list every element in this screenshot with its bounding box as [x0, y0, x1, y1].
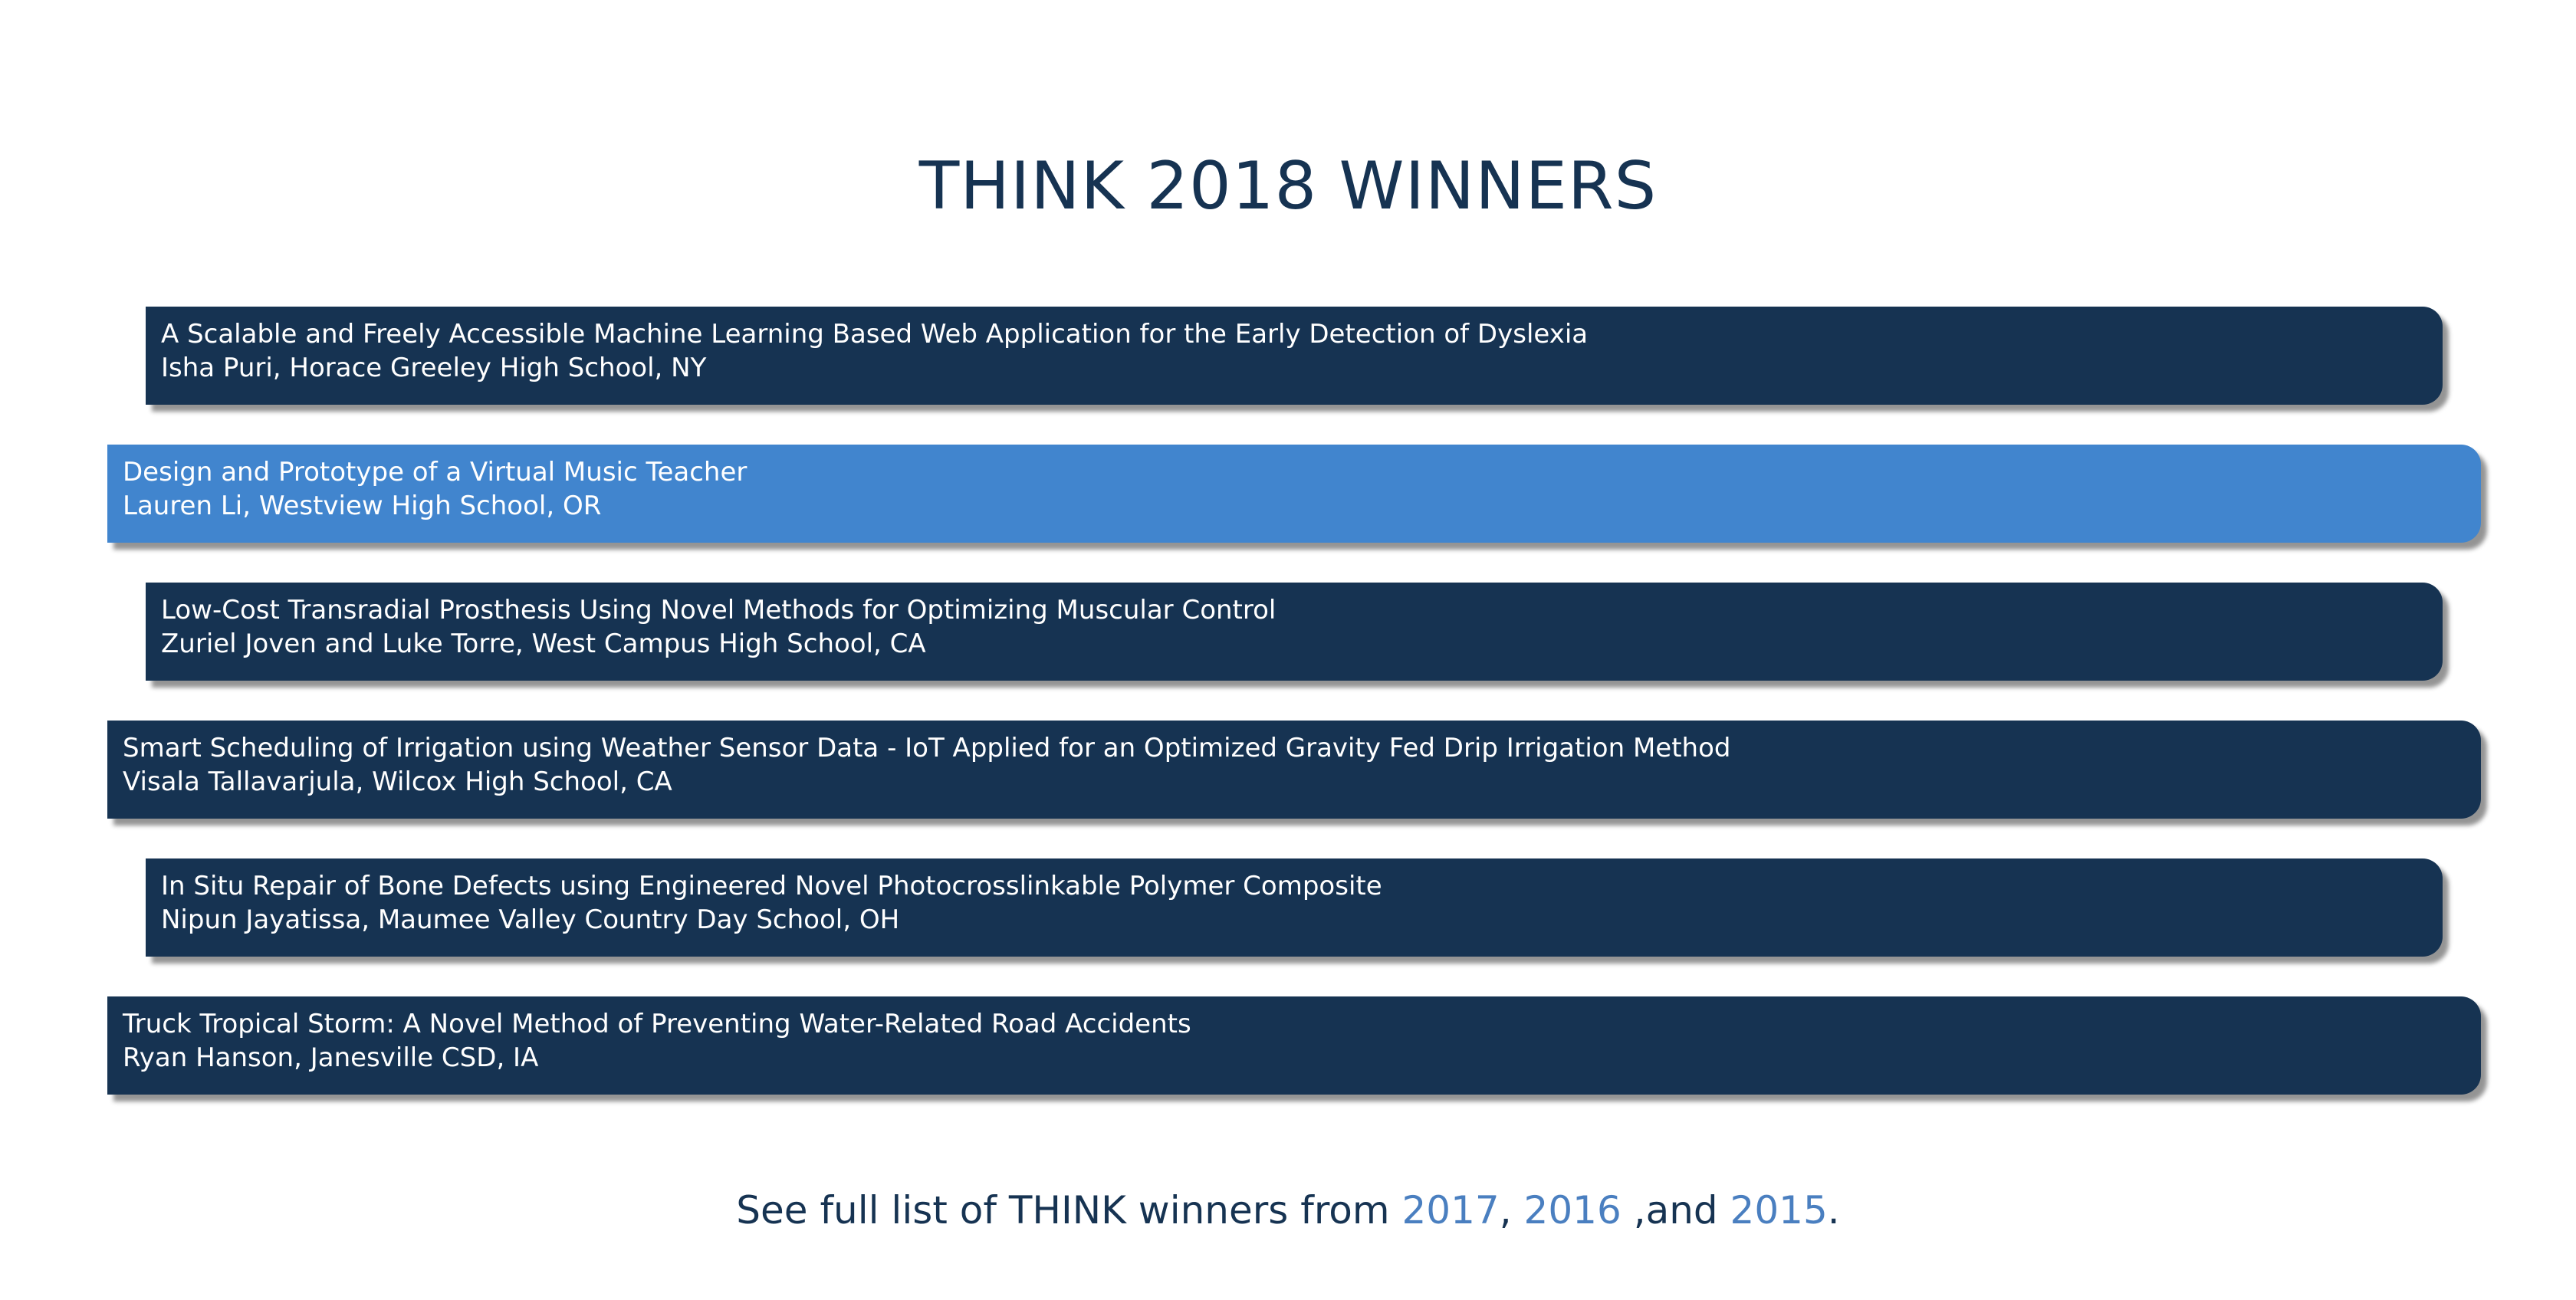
winner-card[interactable]: A Scalable and Freely Accessible Machine… [146, 307, 2443, 405]
link-2015[interactable]: 2015 [1730, 1188, 1828, 1233]
winner-project-title: Truck Tropical Storm: A Novel Method of … [123, 1009, 1191, 1039]
winner-card-active[interactable]: Design and Prototype of a Virtual Music … [107, 445, 2481, 543]
winner-card[interactable]: Low-Cost Transradial Prosthesis Using No… [146, 583, 2443, 681]
winner-author: Ryan Hanson, Janesville CSD, IA [123, 1042, 539, 1073]
winner-author: Lauren Li, Westview High School, OR [123, 491, 602, 521]
winner-card[interactable]: Truck Tropical Storm: A Novel Method of … [107, 996, 2481, 1095]
winner-author: Visala Tallavarjula, Wilcox High School,… [123, 767, 672, 797]
separator: ,and [1621, 1188, 1730, 1233]
winner-project-title: Design and Prototype of a Virtual Music … [123, 457, 748, 488]
link-2017[interactable]: 2017 [1401, 1188, 1500, 1233]
past-winners-line: See full list of THINK winners from 2017… [0, 1188, 2576, 1233]
separator: , [1499, 1188, 1524, 1233]
period: . [1827, 1188, 1840, 1233]
winner-project-title: Smart Scheduling of Irrigation using Wea… [123, 733, 1731, 763]
page-title: THINK 2018 WINNERS [918, 148, 1658, 225]
link-2016[interactable]: 2016 [1523, 1188, 1622, 1233]
winner-project-title: A Scalable and Freely Accessible Machine… [161, 319, 1589, 350]
winner-author: Nipun Jayatissa, Maumee Valley Country D… [161, 904, 900, 935]
winner-project-title: Low-Cost Transradial Prosthesis Using No… [161, 595, 1276, 625]
past-winners-prefix: See full list of THINK winners from [736, 1188, 1402, 1233]
winner-author: Zuriel Joven and Luke Torre, West Campus… [161, 629, 926, 659]
winner-project-title: In Situ Repair of Bone Defects using Eng… [161, 871, 1382, 901]
winner-card[interactable]: In Situ Repair of Bone Defects using Eng… [146, 858, 2443, 957]
winner-card[interactable]: Smart Scheduling of Irrigation using Wea… [107, 721, 2481, 819]
winner-author: Isha Puri, Horace Greeley High School, N… [161, 353, 707, 383]
